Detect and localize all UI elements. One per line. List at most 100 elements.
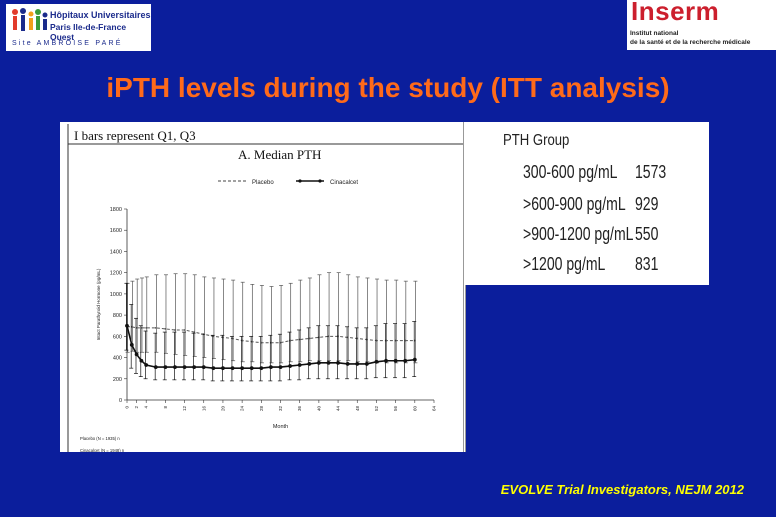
y-tick-label: 1600 xyxy=(110,228,122,234)
pth-group-header: PTH Group xyxy=(503,132,570,149)
placebo-point xyxy=(174,329,176,331)
chart-note: I bars represent Q1, Q3 xyxy=(74,128,196,143)
placebo-point xyxy=(183,329,186,331)
x-tick-label: 20 xyxy=(220,406,225,412)
y-tick-label: 400 xyxy=(113,356,122,362)
x-tick-label: 16 xyxy=(201,406,206,412)
y-tick-label: 600 xyxy=(113,334,122,340)
at-risk-placebo-label: Placebo (N = 1935) n xyxy=(80,436,120,441)
cinacalcet-point xyxy=(336,360,340,365)
placebo-point xyxy=(145,326,148,329)
pth-group-range: >600-900 pg/mL xyxy=(523,194,626,214)
cinacalcet-point xyxy=(297,363,302,367)
placebo-point xyxy=(193,331,196,333)
pth-group-count: 550 xyxy=(635,224,659,244)
hospital-site: Site AMBROISE PARÉ xyxy=(12,40,123,47)
pth-group-row: >900-1200 pg/mL 550 xyxy=(523,224,703,246)
hospital-name: Hôpitaux Universitaires xyxy=(50,10,151,20)
hospital-region: Paris Ile-de-France Ouest xyxy=(50,22,127,42)
cinacalcet-point xyxy=(163,365,168,370)
cinacalcet-point xyxy=(249,366,254,371)
cinacalcet-series-line xyxy=(126,325,415,369)
placebo-point xyxy=(154,326,157,329)
cinacalcet-point xyxy=(393,358,398,363)
x-tick-label: 4 xyxy=(144,406,149,409)
family-figures-icon xyxy=(12,8,48,31)
x-tick-label: 64 xyxy=(432,406,437,412)
pth-chart-panel: I bars represent Q1, Q3 A. Median PTH Plac… xyxy=(60,122,466,452)
cinacalcet-point xyxy=(139,358,144,363)
legend-cinacalcet-marker xyxy=(298,179,302,183)
x-tick-label: 32 xyxy=(278,406,283,412)
legend-placebo-label: Placebo xyxy=(252,180,274,186)
cinacalcet-point xyxy=(201,365,206,370)
hospital-logo: Hôpitaux Universitaires Paris Ile-de-Fra… xyxy=(6,4,151,51)
y-tick-label: 0 xyxy=(119,398,122,404)
x-tick-label: 56 xyxy=(393,406,398,412)
inserm-wordmark: Inserm xyxy=(631,0,720,26)
cinacalcet-point xyxy=(173,365,177,370)
cinacalcet-point xyxy=(129,342,134,347)
cinacalcet-point xyxy=(384,358,388,363)
placebo-point xyxy=(164,328,167,330)
cinacalcet-point xyxy=(278,365,283,370)
cinacalcet-point xyxy=(259,366,264,371)
x-axis-label: Month xyxy=(273,424,288,430)
x-tick-label: 40 xyxy=(316,406,321,412)
citation: EVOLVE Trial Investigators, NEJM 2012 xyxy=(500,482,744,497)
cinacalcet-point xyxy=(240,366,245,371)
y-tick-label: 1200 xyxy=(110,271,122,277)
cinacalcet-point xyxy=(316,360,321,365)
cinacalcet-point xyxy=(326,360,331,365)
cinacalcet-point xyxy=(182,365,187,370)
cinacalcet-point xyxy=(192,365,197,370)
cinacalcet-point xyxy=(345,362,350,366)
inserm-tagline-2: de la santé et de la recherche médicale xyxy=(630,39,751,46)
pth-group-range: 300-600 pg/mL xyxy=(523,162,618,182)
cinacalcet-point xyxy=(269,365,273,370)
pth-group-row: >1200 pg/mL 831 xyxy=(523,254,703,276)
pth-group-count: 929 xyxy=(635,194,659,214)
placebo-series-line xyxy=(127,326,415,344)
legend-cinacalcet-marker xyxy=(318,179,322,183)
pth-group-table: PTH Group 300-600 pg/mL 1573 >600-900 pg… xyxy=(465,122,709,285)
cinacalcet-point xyxy=(144,363,149,367)
pth-group-count: 831 xyxy=(635,254,659,274)
pth-group-range: >900-1200 pg/mL xyxy=(523,224,634,244)
y-tick-label: 1000 xyxy=(110,292,122,298)
inserm-tagline-1: Institut national xyxy=(630,30,679,37)
legend-cinacalcet-label: Cinacalcet xyxy=(330,180,358,186)
y-tick-label: 1400 xyxy=(110,249,122,255)
x-tick-label: 36 xyxy=(297,406,302,412)
x-tick-label: 2 xyxy=(134,406,139,409)
chart-title: A. Median PTH xyxy=(238,147,321,162)
pth-group-range: >1200 pg/mL xyxy=(523,254,606,274)
cinacalcet-point xyxy=(355,362,360,366)
slide-title: iPTH levels during the study (ITT analys… xyxy=(106,72,670,103)
cinacalcet-point xyxy=(307,362,312,366)
y-tick-label: 800 xyxy=(113,313,122,319)
x-tick-label: 48 xyxy=(355,406,360,412)
x-tick-label: 52 xyxy=(374,406,379,412)
cinacalcet-point xyxy=(288,364,292,368)
at-risk-cinacalcet-label: Cinacalcet (N = 1948) n xyxy=(80,448,125,452)
cinacalcet-point xyxy=(230,366,235,371)
x-tick-label: 44 xyxy=(336,406,341,412)
cinacalcet-point xyxy=(125,323,129,328)
pth-group-row: >600-900 pg/mL 929 xyxy=(523,194,703,216)
x-tick-label: 28 xyxy=(259,406,264,412)
x-tick-label: 12 xyxy=(182,406,187,412)
cinacalcet-point xyxy=(403,358,408,363)
cinacalcet-point xyxy=(221,366,225,371)
y-axis-label: Intact Parathyroid Hormone (pg/mL) xyxy=(96,268,101,340)
pth-group-row: 300-600 pg/mL 1573 xyxy=(523,162,703,184)
cinacalcet-point xyxy=(412,357,417,362)
inserm-logo: Inserm Institut national de la santé et … xyxy=(627,0,776,50)
cinacalcet-point xyxy=(134,352,139,357)
cinacalcet-point xyxy=(211,366,216,371)
x-tick-label: 8 xyxy=(163,406,168,409)
pth-chart: I bars represent Q1, Q3 A. Median PTH Plac… xyxy=(67,124,463,452)
y-tick-label: 1800 xyxy=(110,207,122,213)
pth-group-count: 1573 xyxy=(635,162,667,182)
